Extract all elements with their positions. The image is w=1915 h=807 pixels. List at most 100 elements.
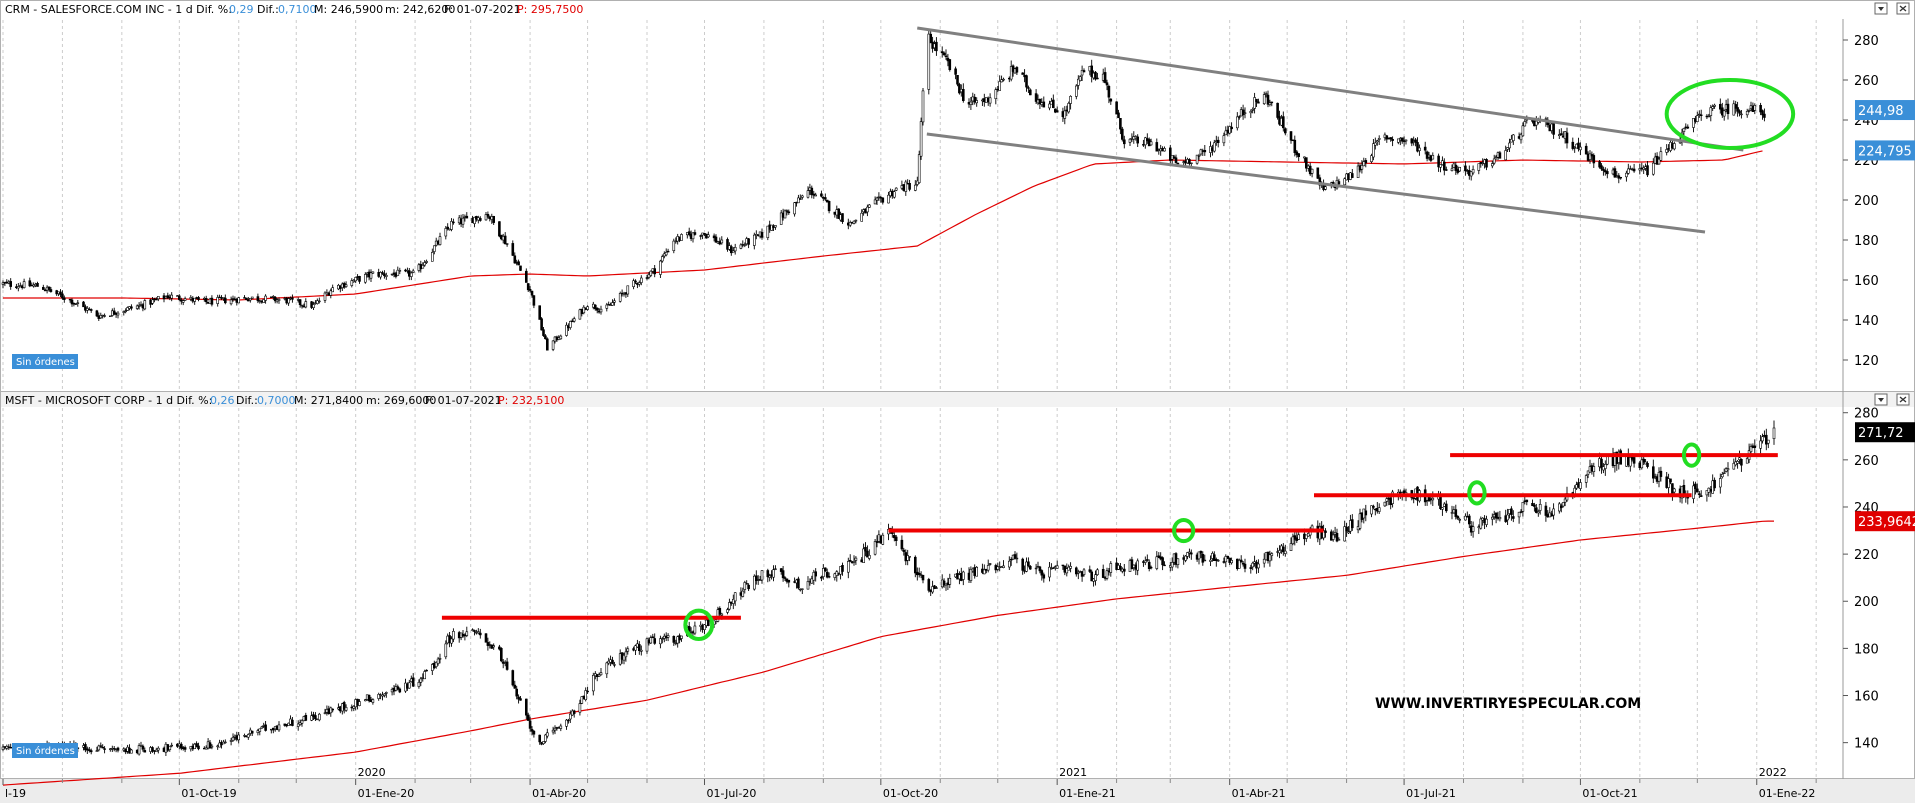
msft-candle [1002,560,1005,569]
crm-candle [170,292,173,302]
crm-candle [1443,158,1446,176]
msft-candle [693,621,697,636]
crm-candle [672,238,676,254]
crm-candle-body [672,240,676,252]
msft-candle [1732,458,1736,470]
msft-candle [1239,555,1243,563]
msft-candle-body [170,744,173,747]
msft-candle-body [396,686,400,690]
msft-candle [1544,502,1548,522]
msft-candle-body [637,644,641,652]
crm-candle-body [1552,122,1555,135]
crm-candle-body [1627,168,1630,174]
crm-y-tick-label: 280 [1854,34,1879,49]
msft-header-date: F: 01-07-2021 [425,394,502,407]
msft-panel-close-icon[interactable] [1896,393,1910,406]
crm-candle-body [1761,110,1764,116]
msft-candle-body [545,732,549,737]
crm-candle-body [605,304,609,309]
msft-candle-body [766,570,770,578]
crm-candle [1579,142,1582,156]
crm-candle-body [1324,186,1327,190]
msft-candle [1337,537,1341,541]
crm-candle-body [486,214,490,217]
msft-candle [513,680,517,689]
msft-header-min: m: 269,6000 [366,394,436,407]
crm-candle-body [526,283,530,291]
crm-candle [1055,106,1059,113]
crm-candle-body [904,181,908,192]
msft-candle-body [772,569,775,578]
crm-header-max: M: 246,5900 [314,3,383,16]
crm-candle-body [958,84,961,94]
msft-candle [1069,562,1072,573]
msft-candle-body [1088,569,1092,572]
crm-candle [312,301,315,310]
msft-header-dif-label: Dif.: [236,394,258,407]
msft-candle-body [1176,558,1180,565]
crm-candle [264,294,267,304]
crm-candle-body [450,221,453,230]
crm-candle-body [779,212,783,225]
crm-candle [247,297,250,302]
msft-candle [511,669,515,687]
msft-candle-body [1391,491,1394,504]
msft-candle [517,694,520,704]
crm-header-dif-pct: 0,29 [229,3,254,16]
msft-candle [873,539,877,556]
crm-candle [193,297,196,305]
msft-candle-body [1726,468,1730,471]
msft-candle [1343,520,1346,542]
crm-candle-body [948,59,952,70]
crm-panel-close-icon[interactable] [1896,2,1910,15]
crm-candle-body [1439,164,1442,168]
crm-candle-body [383,273,386,277]
crm-candle [304,298,308,309]
crm-candle [350,278,354,288]
crm-candle [1619,176,1622,180]
msft-candle [1291,533,1295,546]
msft-candle [559,723,563,732]
msft-candle [743,580,747,594]
msft-panel-menu-icon[interactable] [1874,393,1888,406]
msft-candle-body [754,575,758,581]
msft-candle-body [862,548,865,564]
crm-candle [565,322,568,337]
crm-candle-body [873,199,877,205]
crm-candle [204,295,208,305]
crm-candle-body [1257,101,1260,104]
msft-candle-body [1123,568,1126,572]
msft-candle-body [1512,516,1515,519]
msft-breakout-circle-3 [1467,480,1487,506]
msft-candle-body [473,630,476,632]
crm-candle [1376,139,1379,146]
crm-candle [691,232,695,243]
msft-candle [532,730,536,738]
msft-candle [935,586,938,589]
msft-candle-body [197,745,200,750]
crm-candle [582,305,586,315]
crm-candle-body [1747,110,1751,112]
crm-candle-body [1316,167,1320,179]
msft-candle [1345,523,1348,537]
crm-candle [1709,104,1713,122]
msft-candle-body [935,587,938,589]
crm-candle-body [956,75,959,85]
msft-candle-body [933,585,936,589]
crm-ma-tag-bg [1855,140,1915,161]
crm-panel-menu-icon[interactable] [1874,2,1888,15]
msft-candle-body [1297,534,1300,540]
crm-candle [568,320,572,330]
crm-candle [1740,110,1743,119]
crm-candle [1592,153,1596,168]
crm-candle-body [1069,96,1072,104]
msft-candle [733,592,737,606]
msft-candle-body [651,636,655,639]
msft-candle-body [747,584,750,590]
crm-candle-body [867,204,871,208]
msft-candle [1289,537,1293,551]
crm-candle-body [1249,111,1253,114]
msft-candle-body [680,635,683,639]
crm-candle-body [204,297,208,303]
